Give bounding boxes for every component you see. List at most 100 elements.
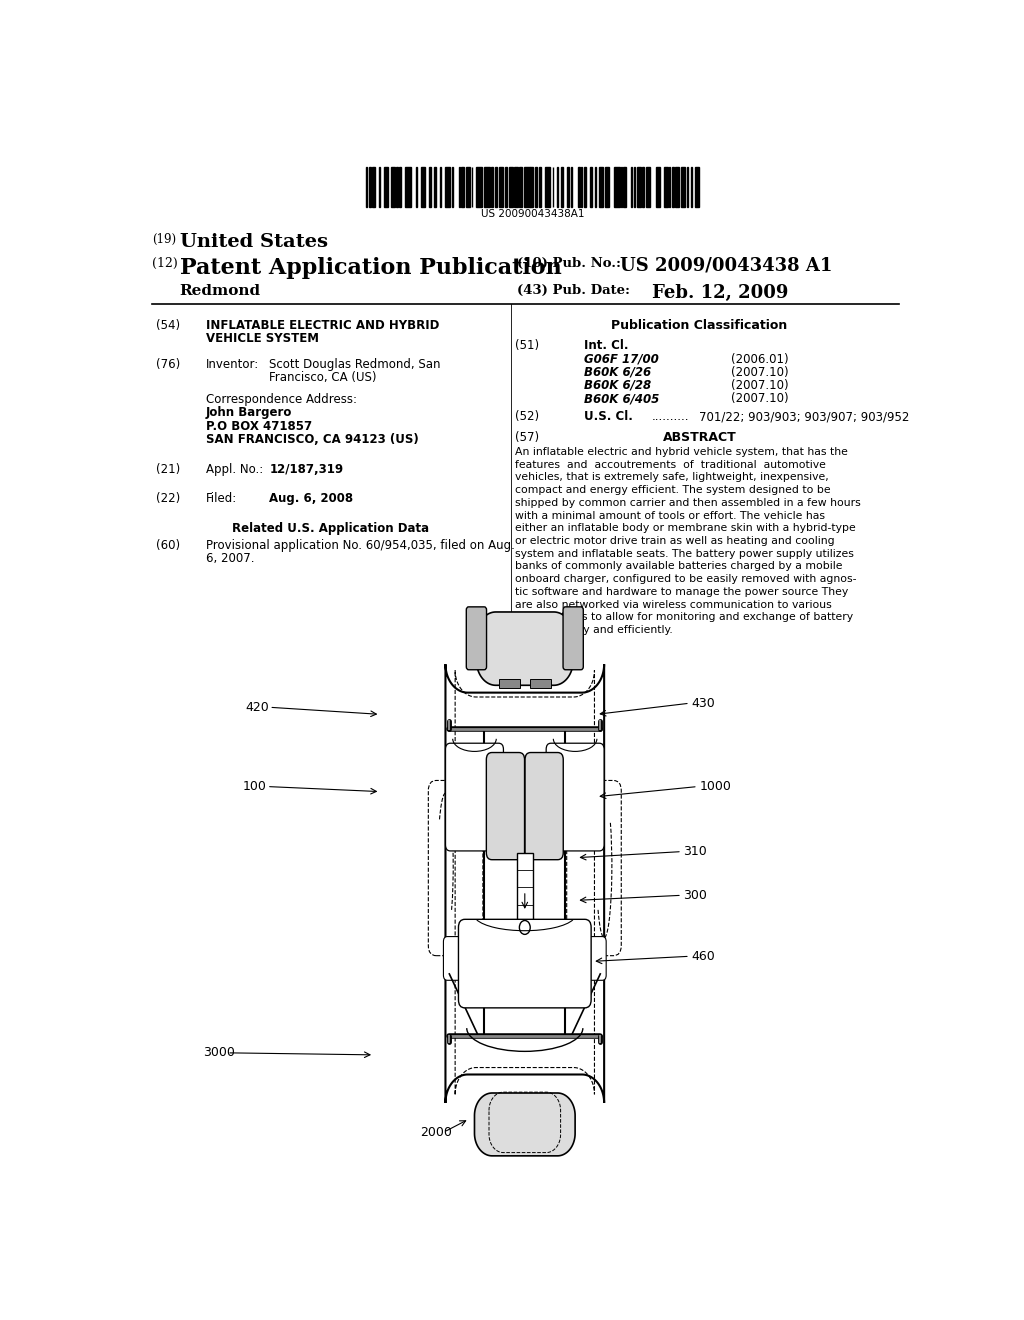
Text: G06F 17/00: G06F 17/00 <box>585 352 659 366</box>
Text: shipped by common carrier and then assembled in a few hours: shipped by common carrier and then assem… <box>515 498 861 508</box>
Text: (21): (21) <box>156 463 180 477</box>
Text: 6, 2007.: 6, 2007. <box>206 552 254 565</box>
Bar <box>452 166 454 207</box>
Text: B60K 6/26: B60K 6/26 <box>585 366 651 379</box>
Bar <box>466 166 470 207</box>
Bar <box>429 166 431 207</box>
Text: ..........: .......... <box>652 411 689 424</box>
Text: (22): (22) <box>156 492 180 504</box>
Bar <box>404 166 411 207</box>
Bar <box>585 166 586 207</box>
Text: P.O BOX 471857: P.O BOX 471857 <box>206 420 312 433</box>
Text: US 2009/0043438 A1: US 2009/0043438 A1 <box>620 257 833 275</box>
FancyBboxPatch shape <box>563 607 584 669</box>
Text: 420: 420 <box>246 701 269 714</box>
Bar <box>637 166 641 207</box>
Bar <box>500 166 504 207</box>
Bar <box>675 166 679 207</box>
Bar <box>590 166 592 207</box>
Text: are also networked via wireless communication to various: are also networked via wireless communic… <box>515 599 833 610</box>
Text: onboard charger, configured to be easily removed with agnos-: onboard charger, configured to be easily… <box>515 574 857 585</box>
Bar <box>536 166 538 207</box>
Text: U.S. Cl.: U.S. Cl. <box>585 411 633 424</box>
Text: system and inflatable seats. The battery power supply utilizes: system and inflatable seats. The battery… <box>515 549 854 558</box>
Text: or electric motor drive train as well as heating and cooling: or electric motor drive train as well as… <box>515 536 835 546</box>
Text: (2006.01): (2006.01) <box>731 352 788 366</box>
Text: (51): (51) <box>515 339 540 352</box>
Text: Int. Cl.: Int. Cl. <box>585 339 629 352</box>
Bar <box>578 166 581 207</box>
Bar <box>673 166 674 207</box>
Bar <box>505 166 507 207</box>
Text: (2007.10): (2007.10) <box>731 392 788 405</box>
Bar <box>396 166 397 207</box>
Text: 701/22; 903/903; 903/907; 903/952: 701/22; 903/903; 903/907; 903/952 <box>699 411 909 424</box>
Bar <box>399 166 401 207</box>
Circle shape <box>519 920 530 935</box>
Bar <box>495 166 497 207</box>
Text: (12): (12) <box>152 257 177 271</box>
FancyBboxPatch shape <box>486 752 524 859</box>
Bar <box>560 166 563 207</box>
Bar <box>567 166 569 207</box>
Text: compact and energy efficient. The system designed to be: compact and energy efficient. The system… <box>515 486 830 495</box>
Text: Scott Douglas Redmond, San: Scott Douglas Redmond, San <box>269 358 440 371</box>
Text: vehicles, that is extremely safe, lightweight, inexpensive,: vehicles, that is extremely safe, lightw… <box>515 473 829 483</box>
Text: (60): (60) <box>156 539 180 552</box>
Bar <box>370 166 371 207</box>
Text: Feb. 12, 2009: Feb. 12, 2009 <box>652 284 788 302</box>
Bar <box>529 678 551 689</box>
Text: Correspondence Address:: Correspondence Address: <box>206 393 356 407</box>
Bar <box>681 166 685 207</box>
Text: with a minimal amount of tools or effort. The vehicle has: with a minimal amount of tools or effort… <box>515 511 825 520</box>
Bar <box>690 166 692 207</box>
Text: (76): (76) <box>156 358 180 371</box>
Text: VEHICLE SYSTEM: VEHICLE SYSTEM <box>206 333 318 346</box>
Text: tic software and hardware to manage the power source They: tic software and hardware to manage the … <box>515 587 849 597</box>
Text: Inventor:: Inventor: <box>206 358 259 371</box>
Bar <box>509 166 513 207</box>
Bar <box>595 166 596 207</box>
FancyBboxPatch shape <box>466 607 486 669</box>
Text: 300: 300 <box>684 888 708 902</box>
FancyBboxPatch shape <box>445 743 504 851</box>
Text: Provisional application No. 60/954,035, filed on Aug.: Provisional application No. 60/954,035, … <box>206 539 515 552</box>
Text: United States: United States <box>179 232 328 251</box>
Text: (2007.10): (2007.10) <box>731 366 788 379</box>
Text: INFLATABLE ELECTRIC AND HYBRID: INFLATABLE ELECTRIC AND HYBRID <box>206 319 439 333</box>
Text: Appl. No.:: Appl. No.: <box>206 463 263 477</box>
Text: (2007.10): (2007.10) <box>731 379 788 392</box>
Bar <box>664 166 668 207</box>
Bar <box>634 166 635 207</box>
Bar <box>462 166 464 207</box>
Text: B60K 6/405: B60K 6/405 <box>585 392 659 405</box>
Text: 12/187,319: 12/187,319 <box>269 463 343 477</box>
Bar <box>570 166 572 207</box>
Bar <box>391 166 395 207</box>
Text: banks quickly and efficiently.: banks quickly and efficiently. <box>515 624 673 635</box>
Bar <box>421 166 425 207</box>
Text: Publication Classification: Publication Classification <box>611 319 787 333</box>
Bar <box>516 853 534 923</box>
Bar <box>444 166 451 207</box>
Bar <box>624 166 626 207</box>
FancyBboxPatch shape <box>525 752 563 859</box>
Bar <box>621 166 623 207</box>
Text: John Bargero: John Bargero <box>206 407 292 420</box>
Text: Patent Application Publication: Patent Application Publication <box>179 257 561 279</box>
Text: (19): (19) <box>152 232 176 246</box>
Text: (43) Pub. Date:: (43) Pub. Date: <box>517 284 630 297</box>
PathPatch shape <box>476 612 573 685</box>
Text: (10) Pub. No.:: (10) Pub. No.: <box>517 257 621 271</box>
Text: (57): (57) <box>515 430 540 444</box>
Text: 3000: 3000 <box>204 1047 236 1060</box>
Bar <box>694 166 698 207</box>
Bar <box>655 166 659 207</box>
Bar <box>384 166 387 207</box>
Bar <box>530 166 532 207</box>
Text: Francisco, CA (US): Francisco, CA (US) <box>269 371 377 384</box>
Bar <box>614 166 621 207</box>
Text: 2000: 2000 <box>420 1126 452 1139</box>
Bar <box>605 166 609 207</box>
Text: either an inflatable body or membrane skin with a hybrid-type: either an inflatable body or membrane sk… <box>515 523 856 533</box>
